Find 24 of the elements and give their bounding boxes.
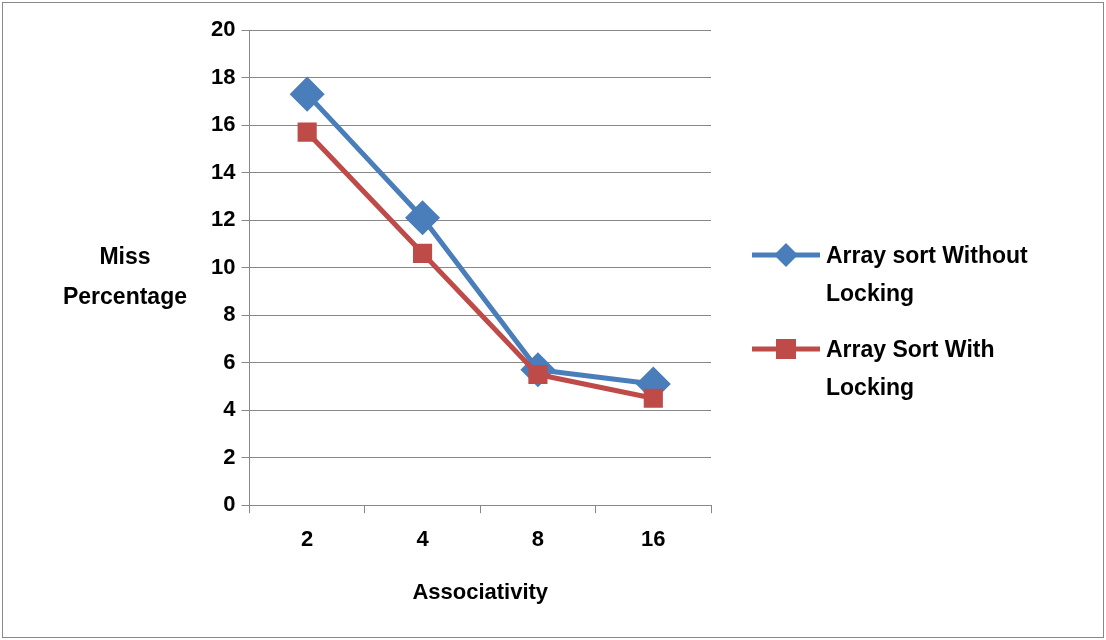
legend-label: Array Sort With Locking — [826, 335, 996, 402]
x-tick-label: 8 — [531, 526, 545, 552]
x-tick-label: 4 — [416, 526, 430, 552]
point — [297, 122, 317, 142]
y-tick-label: 0 — [223, 491, 236, 517]
x-tick-label: 2 — [301, 526, 314, 552]
legend-label: Array sort Without Locking — [826, 241, 1029, 308]
point — [643, 388, 663, 408]
x-tick-label: 16 — [641, 526, 666, 552]
y-tick-label: 8 — [223, 301, 236, 327]
y-tick-label: 10 — [210, 253, 236, 279]
y-tick-label: 6 — [223, 348, 236, 374]
y-tick-label: 4 — [223, 396, 237, 422]
y-axis-title: Miss Percentage — [62, 242, 188, 311]
point — [406, 201, 440, 235]
y-tick-label: 16 — [210, 111, 236, 137]
point — [290, 77, 324, 111]
y-tick-label: 18 — [210, 63, 236, 89]
y-tick-label: 20 — [210, 16, 236, 42]
y-tick-label: 14 — [210, 158, 237, 184]
y-tick-label: 12 — [210, 206, 236, 232]
y-tick-label: 2 — [223, 443, 236, 469]
x-axis-title: Associativity — [412, 578, 549, 604]
point — [412, 243, 433, 263]
